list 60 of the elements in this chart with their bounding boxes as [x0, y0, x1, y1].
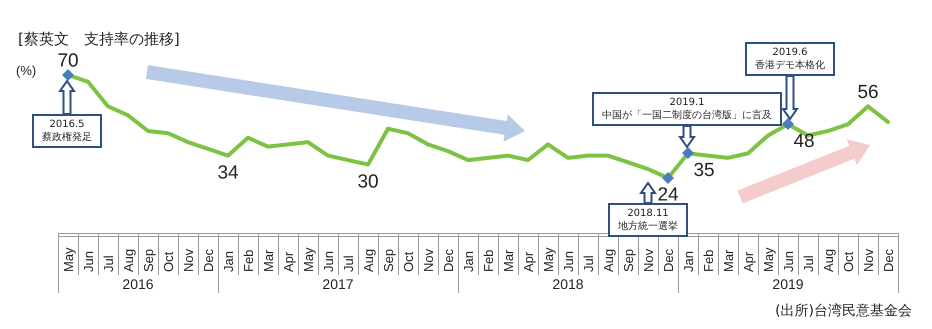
text: 2016	[122, 276, 154, 292]
text: 2018	[552, 276, 584, 292]
x-tick-label: May	[541, 246, 556, 272]
x-tick-label: Jan	[221, 251, 236, 272]
x-tick-label: Oct	[841, 251, 856, 272]
x-tick-label: Sep	[381, 248, 396, 272]
x-tick-label: Jan	[461, 251, 476, 272]
x-tick-label: Jun	[781, 251, 796, 272]
x-tick-label: Aug	[361, 248, 376, 272]
x-tick-label: May	[761, 246, 776, 272]
x-tick-label: Jul	[801, 255, 816, 272]
x-tick-label: Nov	[861, 248, 876, 272]
chart-title: [蔡英文 支持率の推移]	[18, 30, 180, 49]
x-tick-label: Mar	[501, 248, 516, 272]
x-tick-label: May	[301, 246, 316, 272]
x-tick-label: Apr	[281, 251, 296, 272]
x-tick-label: Feb	[241, 250, 256, 272]
x-tick-label: Nov	[421, 248, 436, 272]
x-tick-label: Jun	[81, 251, 96, 272]
data-label: 24	[657, 184, 679, 206]
text: 2018.11 地方統一選挙	[618, 208, 678, 232]
x-tick-label: Feb	[481, 250, 496, 272]
x-tick-label: Oct	[161, 251, 176, 272]
x-tick-label: Mar	[721, 248, 736, 272]
x-tick-label: Nov	[641, 248, 656, 272]
x-tick-label: Jun	[561, 251, 576, 272]
x-tick-label: Jun	[321, 251, 336, 272]
x-tick-label: Dec	[201, 248, 216, 272]
x-tick-label: May	[61, 246, 76, 272]
data-label: 35	[693, 160, 715, 182]
text: 2019.6 香港デモ本格化	[745, 42, 835, 76]
x-tick-label: Jul	[101, 255, 116, 272]
data-label: 48	[793, 130, 815, 152]
data-label: 56	[857, 82, 879, 104]
x-tick-label: Jul	[341, 255, 356, 272]
x-tick-label: Sep	[141, 248, 156, 272]
text: 2017	[322, 276, 354, 292]
x-tick-label: Jul	[581, 255, 596, 272]
x-tick-label: Dec	[441, 248, 456, 272]
x-tick-label: Aug	[121, 248, 136, 272]
x-tick-label: Jan	[681, 251, 696, 272]
data-label: 30	[357, 171, 379, 192]
x-tick-label: Feb	[701, 250, 716, 272]
annotation: 2019.1 中国が「一国二制度の台湾版」に言及	[592, 92, 782, 126]
x-tick-label: Apr	[521, 251, 536, 272]
data-label: 70	[57, 50, 79, 72]
x-tick-label: Oct	[401, 251, 416, 272]
data-label: 34	[217, 162, 239, 184]
x-tick-label: Dec	[661, 248, 676, 272]
x-tick-label: Nov	[181, 248, 196, 272]
text: 2019	[772, 276, 804, 292]
annotation: 2016.5 蔡政権発足	[32, 114, 102, 148]
x-tick-label: Dec	[881, 248, 896, 272]
text: (出所)台湾民意基金会	[775, 302, 912, 320]
x-tick-label: Mar	[261, 248, 276, 272]
x-tick-label: Apr	[741, 251, 756, 272]
x-tick-label: Sep	[621, 248, 636, 272]
y-axis-title: (%)	[16, 63, 36, 78]
x-tick-label: Aug	[821, 248, 836, 272]
x-tick-label: Aug	[601, 248, 616, 272]
